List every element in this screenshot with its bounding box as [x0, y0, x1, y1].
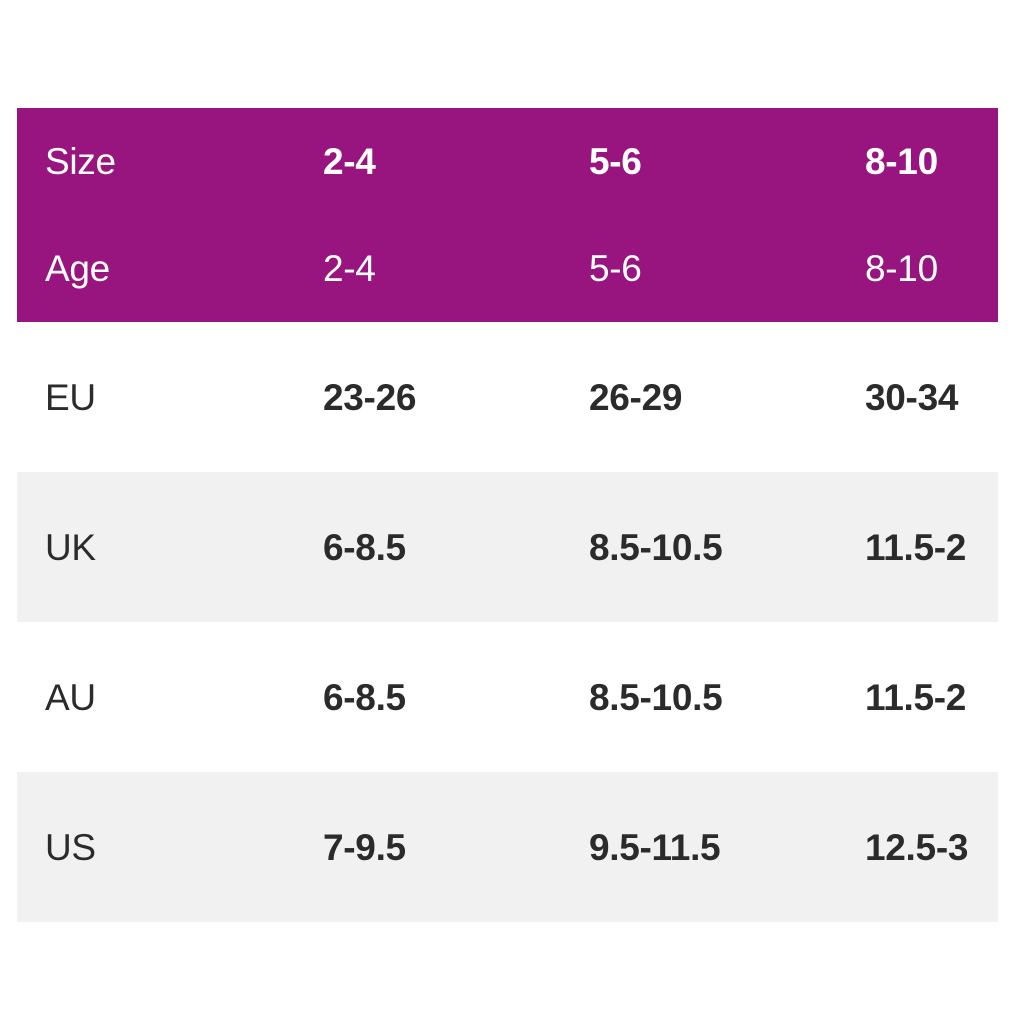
eu-value-col2: 26-29	[589, 376, 683, 418]
row-label-au: AU	[45, 676, 96, 718]
table-row-uk: UK 6-8.5 8.5-10.5 11.5-2	[17, 472, 998, 622]
row-label-us: US	[45, 826, 96, 868]
age-row-label: Age	[45, 248, 110, 289]
size-value-col1: 2-4	[323, 141, 376, 182]
us-value-col2: 9.5-11.5	[589, 826, 721, 868]
row-label-eu: EU	[45, 376, 96, 418]
age-value-col2: 5-6	[589, 248, 642, 289]
header-row-age: Age 2-4 5-6 8-10	[17, 215, 998, 322]
age-value-col3: 8-10	[865, 248, 938, 289]
size-chart-body: EU 23-26 26-29 30-34 UK 6-8.5 8.5-10.5 1…	[17, 322, 998, 922]
table-row-eu: EU 23-26 26-29 30-34	[17, 322, 998, 472]
eu-value-col1: 23-26	[323, 376, 417, 418]
us-value-col3: 12.5-3	[865, 826, 969, 868]
au-value-col1: 6-8.5	[323, 676, 406, 718]
size-chart-header: Size 2-4 5-6 8-10 Age 2-4 5-6 8-10	[17, 108, 998, 322]
uk-value-col1: 6-8.5	[323, 526, 406, 568]
header-row-size: Size 2-4 5-6 8-10	[17, 108, 998, 215]
size-chart-table: Size 2-4 5-6 8-10 Age 2-4 5-6 8-10 EU 23…	[17, 108, 998, 922]
size-row-label: Size	[45, 141, 116, 182]
eu-value-col3: 30-34	[865, 376, 959, 418]
au-value-col2: 8.5-10.5	[589, 676, 723, 718]
age-value-col1: 2-4	[323, 248, 376, 289]
table-row-au: AU 6-8.5 8.5-10.5 11.5-2	[17, 622, 998, 772]
row-label-uk: UK	[45, 526, 96, 568]
size-value-col2: 5-6	[589, 141, 642, 182]
table-row-us: US 7-9.5 9.5-11.5 12.5-3	[17, 772, 998, 922]
uk-value-col2: 8.5-10.5	[589, 526, 723, 568]
us-value-col1: 7-9.5	[323, 826, 406, 868]
uk-value-col3: 11.5-2	[865, 526, 967, 568]
au-value-col3: 11.5-2	[865, 676, 967, 718]
size-value-col3: 8-10	[865, 141, 938, 182]
